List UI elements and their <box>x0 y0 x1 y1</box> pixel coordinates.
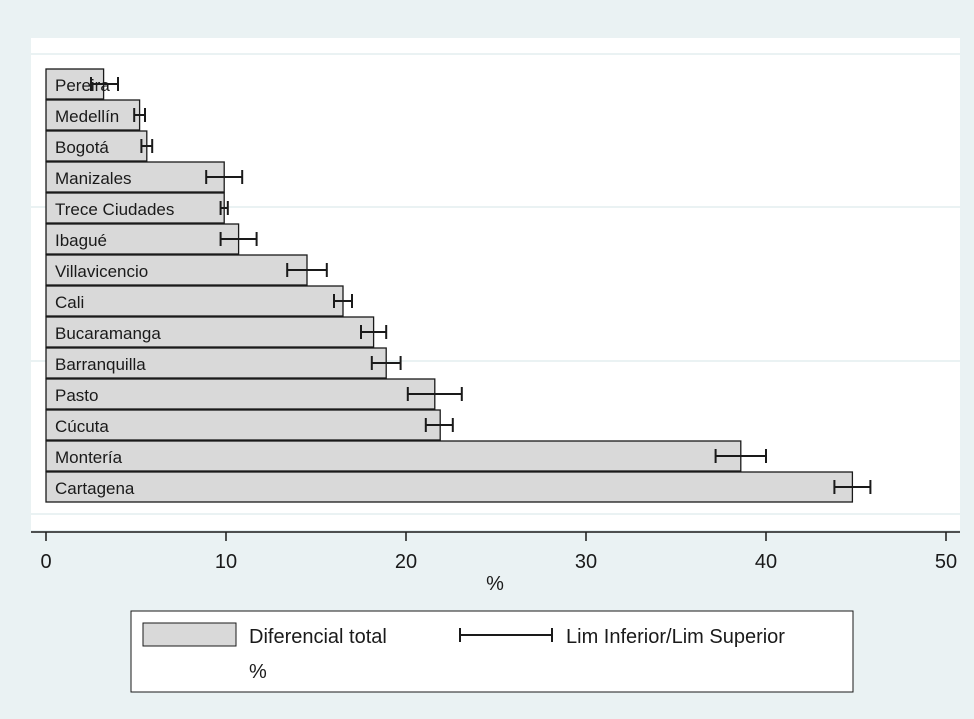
error-bar <box>219 232 258 246</box>
error-bar <box>424 418 454 432</box>
bar <box>45 130 148 162</box>
x-tick-label: 10 <box>215 551 237 573</box>
error-bar <box>333 294 353 308</box>
category-label: Bogotá <box>55 138 109 157</box>
x-axis-ticks: 0 10 20 30 40 50 <box>40 532 957 573</box>
legend-box <box>130 610 854 693</box>
error-bar <box>133 108 146 122</box>
x-tick-label: 20 <box>395 551 417 573</box>
x-tick-label: 40 <box>755 551 777 573</box>
category-label: Pereira <box>55 76 110 95</box>
error-bar <box>714 449 767 463</box>
error-bar <box>370 356 402 370</box>
error-bar <box>360 325 388 339</box>
category-labels: Pereira Medellín Bogotá Manizales Trece Ciud… <box>55 76 174 498</box>
bar <box>45 471 854 503</box>
bar <box>45 378 436 410</box>
bar <box>45 347 387 379</box>
legend-line-label: Lim Inferior/Lim Superior <box>566 626 785 648</box>
bar <box>45 161 225 193</box>
category-label: Bucaramanga <box>55 324 161 343</box>
bar <box>45 223 240 255</box>
bar <box>45 440 742 472</box>
category-label: Barranquilla <box>55 355 146 374</box>
error-bar <box>205 170 244 184</box>
grid-lines <box>31 53 960 515</box>
category-label: Villavicencio <box>55 262 148 281</box>
error-bars <box>90 77 872 494</box>
bar <box>45 254 308 286</box>
category-label: Pasto <box>55 386 98 405</box>
error-bar <box>90 77 119 91</box>
error-bar <box>286 263 328 277</box>
error-bar <box>406 387 463 401</box>
category-label: Medellín <box>55 107 119 126</box>
category-label: Montería <box>55 448 123 467</box>
category-label: Manizales <box>55 169 132 188</box>
error-bar <box>219 201 229 215</box>
legend-bar-swatch <box>142 622 237 647</box>
bar <box>45 285 344 317</box>
legend-bar-label-unit: % <box>249 661 267 683</box>
error-bar <box>833 480 872 494</box>
x-tick-label: 30 <box>575 551 597 573</box>
bar <box>45 99 141 131</box>
error-bar <box>140 139 154 153</box>
bar <box>45 409 441 441</box>
legend-line-swatch <box>459 628 553 642</box>
x-tick-label: 0 <box>40 551 51 573</box>
bar <box>45 316 375 348</box>
category-label: Cúcuta <box>55 417 109 436</box>
category-label: Cartagena <box>55 479 135 498</box>
x-axis-label: % <box>486 573 504 595</box>
category-label: Ibagué <box>55 231 107 250</box>
x-tick-label: 50 <box>935 551 957 573</box>
legend: Diferencial total % Lim Inferior/Lim Sup… <box>130 610 854 693</box>
category-label: Trece Ciudades <box>55 200 174 219</box>
bar <box>45 192 225 224</box>
legend-bar-label: Diferencial total <box>249 626 387 648</box>
category-label: Cali <box>55 293 84 312</box>
